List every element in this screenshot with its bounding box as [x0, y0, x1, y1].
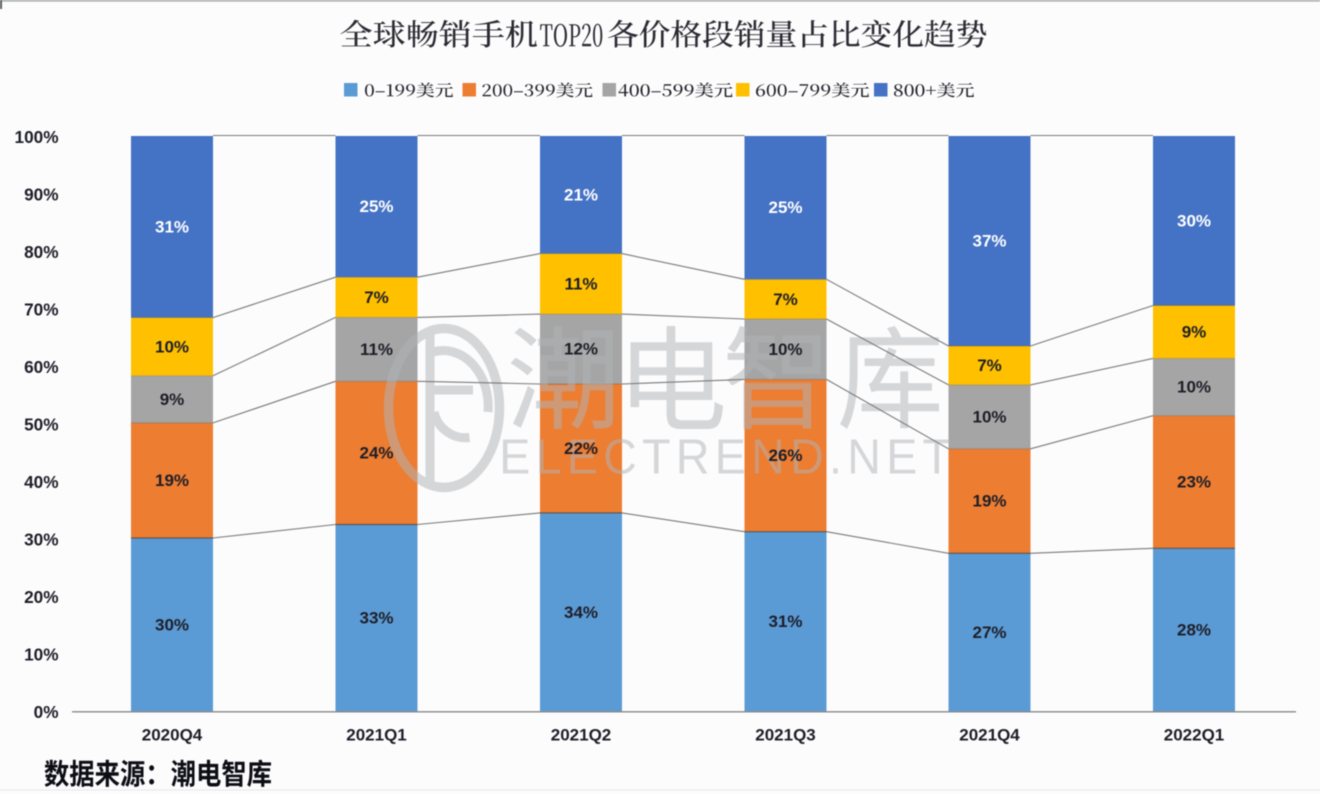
svg-text:31%: 31% [155, 217, 189, 236]
svg-text:23%: 23% [1177, 473, 1211, 492]
svg-text:10%: 10% [24, 644, 58, 664]
svg-text:12%: 12% [564, 340, 598, 359]
svg-text:7%: 7% [773, 290, 798, 309]
svg-text:25%: 25% [768, 198, 802, 217]
svg-text:22%: 22% [564, 439, 598, 458]
svg-text:2021Q4: 2021Q4 [959, 726, 1020, 745]
svg-text:50%: 50% [24, 414, 58, 434]
svg-text:2021Q1: 2021Q1 [346, 726, 407, 745]
svg-text:33%: 33% [359, 609, 393, 628]
svg-text:37%: 37% [972, 232, 1006, 251]
svg-text:24%: 24% [359, 444, 393, 463]
svg-text:19%: 19% [972, 492, 1006, 511]
svg-text:20%: 20% [24, 587, 58, 607]
svg-text:90%: 90% [24, 185, 58, 205]
svg-text:27%: 27% [972, 623, 1006, 642]
svg-text:7%: 7% [977, 356, 1002, 375]
svg-text:70%: 70% [24, 299, 58, 319]
svg-text:80%: 80% [24, 242, 58, 262]
svg-text:10%: 10% [972, 408, 1006, 427]
svg-text:40%: 40% [24, 472, 58, 492]
svg-text:2020Q4: 2020Q4 [142, 726, 203, 745]
svg-text:2021Q2: 2021Q2 [551, 726, 612, 745]
svg-text:10%: 10% [768, 340, 802, 359]
svg-text:30%: 30% [24, 529, 58, 549]
svg-text:26%: 26% [768, 446, 802, 465]
svg-text:30%: 30% [155, 615, 189, 634]
svg-text:9%: 9% [1182, 323, 1207, 342]
svg-text:60%: 60% [24, 357, 58, 377]
svg-text:28%: 28% [1177, 621, 1211, 640]
svg-text:2021Q3: 2021Q3 [755, 726, 816, 745]
svg-text:30%: 30% [1177, 211, 1211, 230]
svg-text:0%: 0% [34, 702, 59, 722]
svg-text:100%: 100% [15, 127, 59, 147]
svg-text:34%: 34% [564, 603, 598, 622]
svg-text:11%: 11% [360, 340, 393, 359]
svg-text:9%: 9% [160, 390, 185, 409]
svg-text:2022Q1: 2022Q1 [1164, 726, 1225, 745]
svg-text:19%: 19% [155, 471, 189, 490]
svg-text:11%: 11% [564, 275, 597, 294]
svg-text:10%: 10% [155, 337, 189, 356]
svg-text:10%: 10% [1177, 378, 1211, 397]
svg-text:21%: 21% [564, 185, 598, 204]
svg-text:7%: 7% [364, 288, 389, 307]
svg-text:31%: 31% [768, 612, 802, 631]
svg-text:25%: 25% [359, 197, 393, 216]
